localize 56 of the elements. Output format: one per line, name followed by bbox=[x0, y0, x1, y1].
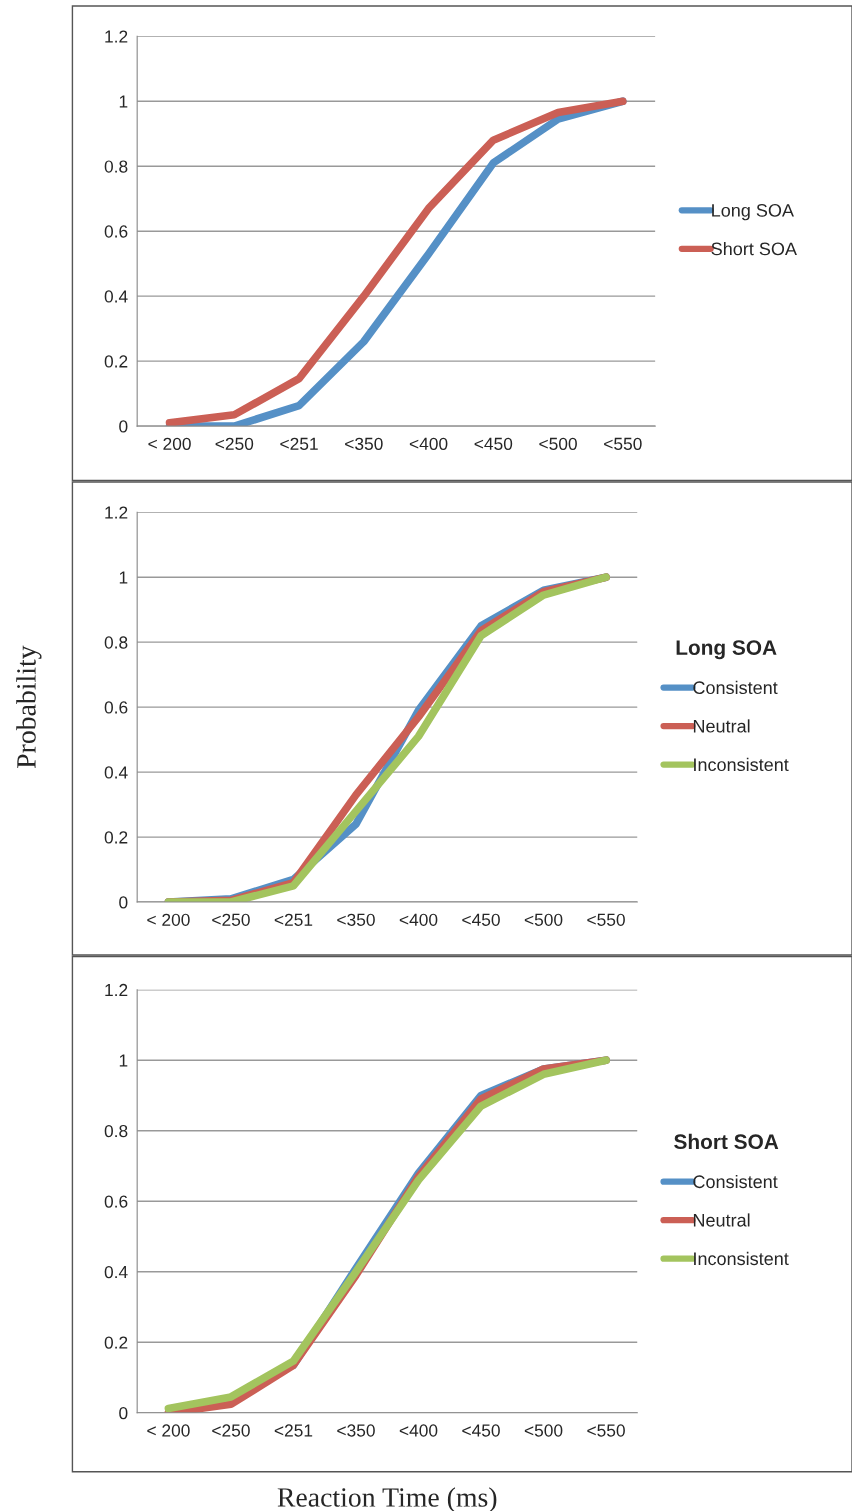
y-tick-label: 1.2 bbox=[105, 983, 128, 996]
y-tick-label: 0 bbox=[119, 420, 128, 433]
x-tick-label: <400 bbox=[399, 913, 438, 926]
y-tick-label: 1 bbox=[119, 95, 128, 108]
x-tick-label: <250 bbox=[212, 913, 250, 926]
x-tick-label: <450 bbox=[462, 1424, 500, 1437]
x-tick-label: <250 bbox=[212, 1424, 250, 1437]
x-tick-label: <550 bbox=[604, 437, 642, 450]
y-tick-label: 0.4 bbox=[104, 1265, 128, 1279]
y-tick-label: 0 bbox=[119, 1406, 128, 1420]
x-tick-label: < 200 bbox=[147, 913, 190, 926]
y-tick-label: 0.8 bbox=[104, 1124, 128, 1138]
x-tick-label: < 200 bbox=[147, 1424, 190, 1437]
y-tick-label: 1.2 bbox=[105, 30, 128, 43]
x-tick-label: <251 bbox=[274, 913, 313, 926]
x-tick-label: <500 bbox=[539, 437, 577, 450]
y-axis-title: Probability bbox=[16, 645, 42, 769]
x-tick-label: <350 bbox=[337, 913, 375, 926]
legend-label: Long SOA bbox=[712, 204, 794, 221]
y-tick-label: 0.8 bbox=[104, 160, 128, 173]
legend-label: Neutral bbox=[693, 1213, 750, 1227]
x-tick-label: <251 bbox=[274, 1424, 313, 1437]
legend-label: Inconsistent bbox=[694, 1251, 789, 1266]
legend-label: Consistent bbox=[693, 1174, 778, 1189]
legend-title: Long SOA bbox=[676, 640, 777, 660]
x-tick-label: <400 bbox=[409, 437, 448, 450]
x-tick-label: <450 bbox=[474, 437, 513, 450]
y-tick-label: 0.6 bbox=[104, 1195, 128, 1208]
y-tick-label: 0.4 bbox=[104, 290, 128, 303]
x-tick-label: < 200 bbox=[148, 437, 191, 450]
y-tick-label: 1 bbox=[119, 571, 128, 584]
x-tick-label: <350 bbox=[337, 1424, 375, 1437]
x-tick-label: <500 bbox=[524, 1424, 563, 1437]
x-tick-label: <250 bbox=[215, 437, 254, 450]
y-tick-label: 1 bbox=[119, 1054, 128, 1067]
y-tick-label: 0.8 bbox=[104, 636, 128, 649]
y-tick-label: 0.6 bbox=[104, 701, 128, 714]
x-tick-label: <550 bbox=[587, 913, 625, 926]
y-tick-label: 0.2 bbox=[104, 831, 128, 844]
y-tick-label: 0.6 bbox=[104, 225, 128, 238]
x-tick-label: <400 bbox=[399, 1424, 438, 1437]
y-tick-label: 1.2 bbox=[105, 506, 128, 519]
y-tick-label: 0.4 bbox=[104, 766, 128, 779]
legend-title: Short SOA bbox=[674, 1133, 779, 1150]
legend-label: Consistent bbox=[693, 680, 778, 695]
legend-label: Short SOA bbox=[711, 242, 797, 256]
x-tick-label: <550 bbox=[587, 1424, 625, 1437]
x-tick-label: <500 bbox=[524, 913, 563, 926]
x-tick-label: <251 bbox=[280, 437, 318, 450]
y-tick-label: 0.2 bbox=[104, 355, 128, 368]
x-tick-label: <450 bbox=[462, 913, 500, 926]
legend-label: Inconsistent bbox=[694, 757, 789, 772]
y-tick-label: 0 bbox=[119, 896, 128, 909]
x-tick-label: <350 bbox=[345, 437, 383, 450]
y-tick-label: 0.2 bbox=[104, 1336, 128, 1349]
legend-label: Neutral bbox=[693, 719, 750, 733]
